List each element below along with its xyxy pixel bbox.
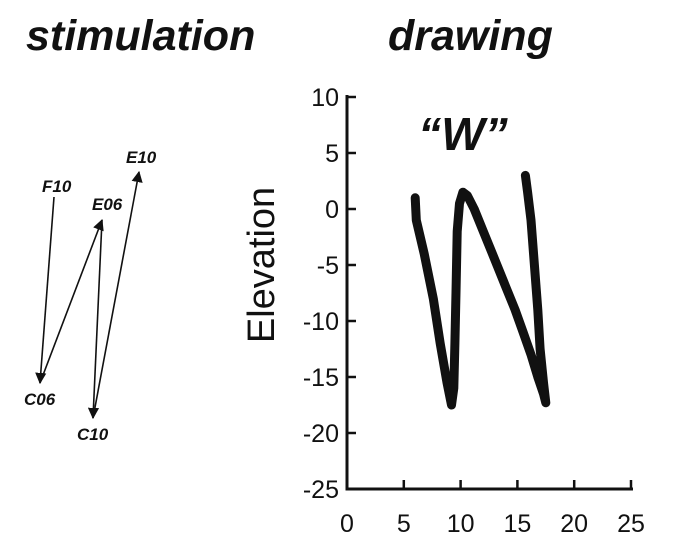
x-tick-label: 5 xyxy=(397,510,411,538)
x-tick-label: 20 xyxy=(560,510,588,538)
drawing-trace xyxy=(410,170,551,410)
x-tick-label: 25 xyxy=(617,510,645,538)
y-tick-label: -20 xyxy=(303,420,339,448)
x-ticks: 0 5 10 15 20 25 xyxy=(340,480,645,538)
stim-arrow-E06-to-C10 xyxy=(87,219,103,420)
letter-annotation: “W” xyxy=(418,108,507,160)
x-tick-label: 10 xyxy=(447,510,475,538)
y-tick-label: -15 xyxy=(303,364,339,392)
stim-arrow-C06-to-E06 xyxy=(39,218,104,384)
electrode-label-C10: C10 xyxy=(77,425,109,444)
electrode-label-E06: E06 xyxy=(92,195,123,214)
stim-arrow-C10-to-E10 xyxy=(92,170,143,419)
drawing-title: drawing xyxy=(388,12,553,60)
y-tick-label: -25 xyxy=(303,476,339,504)
electrode-label-E10: E10 xyxy=(126,148,157,167)
y-ticks: 10 5 0 -5 -10 -15 -20 -25 xyxy=(303,84,356,504)
stimulation-panel: F10 E06 E10 C06 C10 xyxy=(24,148,157,444)
stimulation-title: stimulation xyxy=(26,12,255,60)
electrode-label-C06: C06 xyxy=(24,390,56,409)
y-tick-label: 5 xyxy=(325,140,339,168)
y-tick-label: 10 xyxy=(311,84,339,112)
y-tick-label: -5 xyxy=(317,252,339,280)
y-axis-label: Elevation xyxy=(241,187,283,343)
stimulation-arrows xyxy=(35,170,143,420)
x-tick-label: 0 xyxy=(340,510,354,538)
y-tick-label: -10 xyxy=(303,308,339,336)
electrode-label-F10: F10 xyxy=(42,177,72,196)
x-tick-label: 15 xyxy=(503,510,531,538)
stim-arrow-F10-to-C06 xyxy=(35,196,55,385)
y-tick-label: 0 xyxy=(325,196,339,224)
